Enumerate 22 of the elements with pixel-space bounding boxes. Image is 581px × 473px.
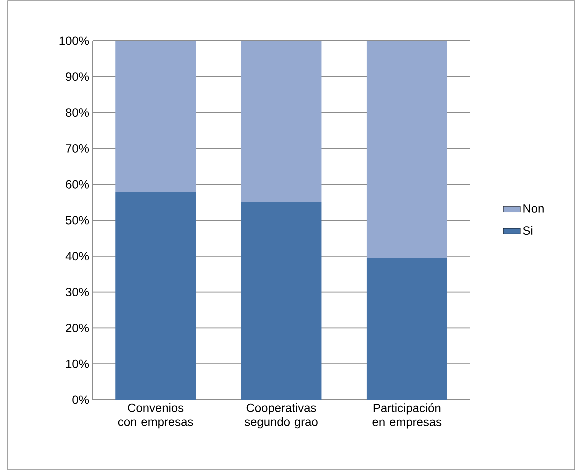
y-tick-label: 90% — [66, 72, 90, 82]
x-tick-label: Convenios con empresas — [118, 404, 194, 429]
legend-label: Non — [524, 204, 544, 213]
y-tick-label: 30% — [66, 288, 90, 297]
y-tick-label: 50% — [66, 216, 90, 225]
x-tick-label: Cooperativas segundo grao — [244, 404, 318, 429]
y-tick-label: 100% — [60, 36, 90, 46]
y-tick-label: 80% — [66, 108, 90, 118]
y-tick-label: 40% — [66, 252, 90, 261]
legend-label: Si — [523, 226, 533, 236]
bar — [366, 40, 448, 259]
bar — [366, 258, 448, 400]
y-tick-label: 10% — [66, 360, 90, 368]
y-tick-label: 60% — [66, 180, 90, 189]
bar — [241, 40, 322, 203]
bar — [241, 202, 322, 400]
bar — [116, 192, 196, 400]
x-tick-label: Participación en empresas — [372, 404, 442, 429]
y-tick-label: 70% — [66, 144, 90, 153]
y-tick-label: 20% — [66, 324, 90, 332]
y-tick-label: 0% — [72, 396, 90, 404]
bar — [116, 40, 196, 192]
